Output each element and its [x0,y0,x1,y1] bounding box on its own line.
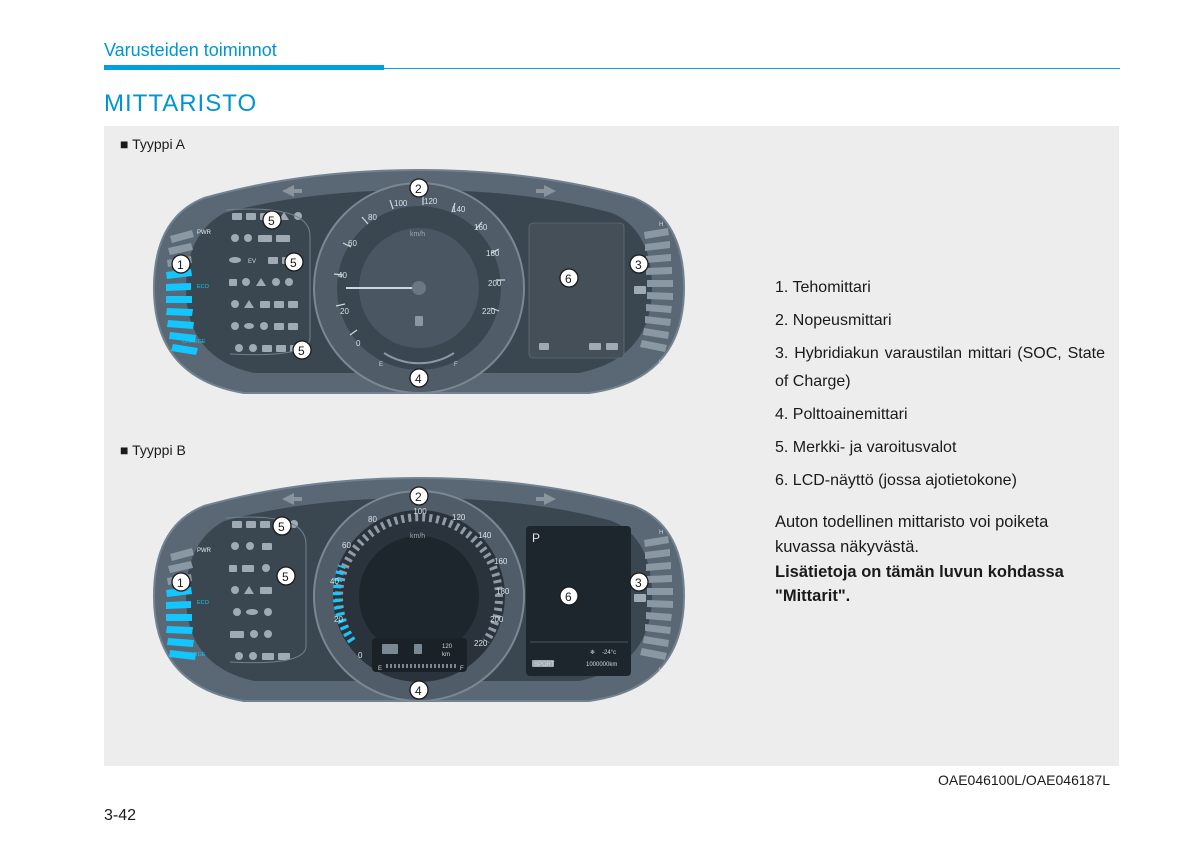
svg-text:1: 1 [177,258,184,272]
svg-text:40: 40 [330,577,339,586]
svg-text:5: 5 [282,570,289,584]
svg-text:60: 60 [348,239,357,248]
type-a-label: ■ Tyyppi A [120,136,185,152]
lcd-screen [529,223,624,358]
svg-text:E: E [378,666,382,672]
speedometer: km/h 0 20 40 60 80 100 120 140 160 180 2… [314,491,524,701]
svg-text:180: 180 [496,587,510,596]
cluster-b-svg: PWR ECO CHARGE [134,466,704,721]
svg-text:100: 100 [394,199,408,208]
page-title: MITTARISTO [104,90,257,118]
speedometer: km/h 0 20 40 [314,183,524,393]
section-header: Varusteiden toiminnot [104,40,277,61]
svg-text:2: 2 [415,490,422,504]
lcd-screen: P ❄ -24°c 1000000km SPORT [526,526,631,676]
svg-text:80: 80 [368,213,377,222]
svg-text:200: 200 [488,279,502,288]
svg-text:200: 200 [490,615,504,624]
svg-text:SPORT: SPORT [534,662,555,668]
svg-text:5: 5 [290,256,297,270]
car-icon [382,644,398,654]
legend-item-2: 2. Nopeusmittari [775,307,1105,336]
battery-icon [634,286,646,294]
svg-text:H: H [659,530,663,536]
fuel-pump-icon [415,316,423,326]
svg-text:120: 120 [452,513,466,522]
svg-text:60: 60 [342,541,351,550]
reference-code: OAE046100L/OAE046187L [938,772,1110,788]
cluster-type-a: PWR ECO CHARGE [134,158,704,413]
battery-icon [634,594,646,602]
svg-text:3: 3 [635,576,642,590]
svg-text:km/h: km/h [410,231,425,238]
cluster-type-b: PWR ECO CHARGE [134,466,704,721]
legend-item-4: 4. Polttoainemittari [775,401,1105,430]
svg-text:160: 160 [474,223,488,232]
legend-item-5: 5. Merkki- ja varoitusvalot [775,434,1105,463]
legend-list: 1. Tehomittari 2. Nopeusmittari 3. Hybri… [775,270,1105,500]
header-accent [104,65,384,70]
svg-text:ECO: ECO [197,284,210,290]
svg-text:PWR: PWR [197,230,212,236]
svg-text:3: 3 [635,258,642,272]
legend-item-3: 3. Hybridiakun varaustilan mittari (SOC,… [775,340,1105,398]
svg-text:2: 2 [415,182,422,196]
svg-text:120: 120 [424,197,438,206]
svg-text:km: km [442,652,450,658]
svg-text:❄: ❄ [590,649,595,656]
svg-text:-24°c: -24°c [602,650,616,656]
cluster-a-svg: PWR ECO CHARGE [134,158,704,413]
svg-text:1: 1 [177,576,184,590]
svg-text:80: 80 [368,515,377,524]
svg-text:6: 6 [565,272,572,286]
svg-text:6: 6 [565,590,572,604]
svg-text:220: 220 [482,307,496,316]
svg-text:ECO: ECO [197,600,210,606]
svg-text:0: 0 [358,651,363,660]
svg-text:L: L [659,668,663,674]
svg-text:L: L [659,360,663,366]
svg-text:120: 120 [442,644,453,650]
svg-text:40: 40 [338,271,347,280]
legend-item-6: 6. LCD-näyttö (jossa ajotietokone) [775,467,1105,496]
svg-text:140: 140 [452,205,466,214]
page-number: 3-42 [104,807,136,825]
note-line1: Auton todellinen mittaristo voi poiketa … [775,513,1048,556]
legend-item-1: 1. Tehomittari [775,274,1105,303]
svg-text:20: 20 [340,307,349,316]
svg-text:F: F [454,362,458,368]
svg-text:20: 20 [334,615,343,624]
svg-text:P: P [532,531,540,545]
svg-text:140: 140 [478,531,492,540]
svg-text:180: 180 [486,249,500,258]
note-line2: Lisätietoja on tämän luvun kohdassa "Mit… [775,563,1064,606]
svg-text:E: E [379,362,383,368]
svg-text:EV: EV [248,259,256,265]
svg-text:H: H [659,222,663,228]
svg-text:100: 100 [413,507,427,516]
svg-text:220: 220 [474,639,488,648]
svg-text:5: 5 [298,344,305,358]
note-text: Auton todellinen mittaristo voi poiketa … [775,510,1105,609]
type-b-label: ■ Tyyppi B [120,442,186,458]
svg-text:km/h: km/h [410,533,425,540]
fuel-pump-icon [414,644,422,654]
svg-text:160: 160 [494,557,508,566]
svg-text:F: F [460,666,464,672]
svg-text:5: 5 [278,520,285,534]
svg-text:1000000km: 1000000km [586,662,617,668]
svg-text:0: 0 [356,339,361,348]
svg-text:5: 5 [268,214,275,228]
svg-text:4: 4 [415,372,422,386]
svg-text:4: 4 [415,684,422,698]
svg-text:PWR: PWR [197,548,212,554]
